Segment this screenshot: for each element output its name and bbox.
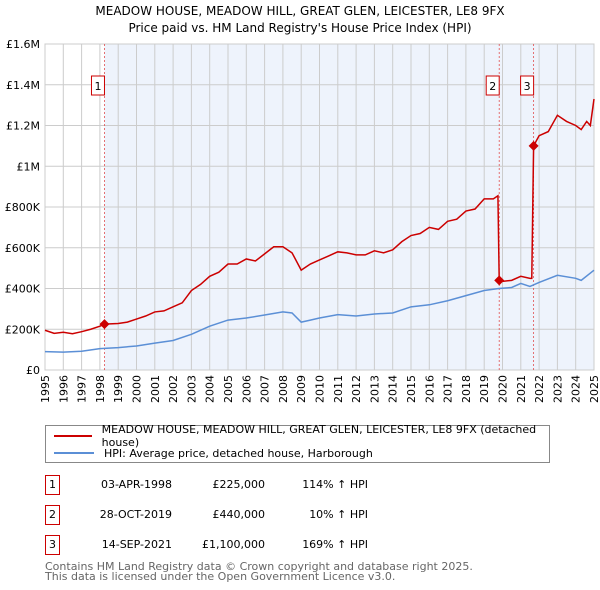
x-tick-label: 2009 [295,375,308,403]
x-tick-label: 2025 [588,375,600,403]
y-tick-label: £1.6M [6,38,40,51]
sale-row: 2 28-OCT-2019 £440,000 10% ↑ HPI [45,505,445,525]
x-tick-label: 1995 [39,375,52,403]
footer-copyright: Contains HM Land Registry data © Crown c… [45,560,473,573]
sale-marker-box [520,75,535,96]
x-tick-label: 2018 [460,375,473,403]
x-tick-label: 1999 [112,375,125,403]
sale-point [528,140,539,151]
x-tick-label: 2008 [277,375,290,403]
sale-number: 1 [45,475,60,495]
sale-price: £440,000 [212,508,266,521]
legend: MEADOW HOUSE, MEADOW HILL, GREAT GLEN, L… [45,423,550,463]
x-tick-label: 2024 [570,375,583,403]
sale-row: 1 03-APR-1998 £225,000 114% ↑ HPI [45,475,445,495]
sale-number: 2 [45,505,60,525]
sale-price: £1,100,000 [202,538,265,551]
y-tick-label: £600K [5,242,41,255]
x-tick-label: 1996 [57,375,70,403]
sale-price: £225,000 [212,478,266,491]
sale-marker-label: 1 [94,80,101,93]
y-tick-label: £200K [5,323,41,336]
x-tick-label: 2017 [442,375,455,403]
x-tick-label: 2019 [478,375,491,403]
x-tick-label: 1997 [76,375,89,403]
footer-licence: This data is licensed under the Open Gov… [45,570,396,583]
x-tick-label: 2016 [423,375,436,403]
sale-marker-box [90,75,105,96]
chart-title: MEADOW HOUSE, MEADOW HILL, GREAT GLEN, L… [95,4,505,18]
y-tick-label: £400K [5,283,41,296]
series-line-property [44,98,595,335]
x-tick-label: 2006 [240,375,253,403]
x-tick-label: 2021 [515,375,528,403]
sale-marker-box [485,75,500,96]
x-tick-label: 2014 [387,375,400,403]
x-tick-label: 2000 [131,375,144,403]
chart-subtitle: Price paid vs. HM Land Registry's House … [128,21,472,35]
x-tick-label: 2012 [350,375,363,403]
x-tick-label: 2007 [259,375,272,403]
y-tick-label: £800K [5,201,41,214]
sale-hpi-change: 10% ↑ HPI [309,508,368,521]
y-tick-label: £1.4M [6,79,40,92]
sale-point [494,275,505,286]
x-tick-label: 2013 [368,375,381,403]
x-tick-label: 2015 [405,375,418,403]
x-tick-label: 1998 [94,375,107,403]
legend-swatch-property [54,435,92,437]
y-tick-label: £1.2M [6,120,40,133]
y-tick-label: £1M [17,160,41,173]
sale-date: 28-OCT-2019 [99,508,172,521]
sale-date: 14-SEP-2021 [101,538,172,551]
x-tick-label: 2011 [332,375,345,403]
x-tick-label: 2005 [222,375,235,403]
x-tick-label: 2004 [204,375,217,403]
x-tick-label: 2020 [497,375,510,403]
x-tick-label: 2002 [167,375,180,403]
sale-hpi-change: 114% ↑ HPI [302,478,368,491]
x-tick-label: 2023 [551,375,564,403]
sale-marker-label: 2 [489,80,496,93]
series-line-hpi [44,269,595,353]
x-tick-label: 2001 [149,375,162,403]
legend-swatch-hpi [54,452,94,454]
y-tick-label: £0 [26,364,40,377]
sale-number: 3 [45,535,60,555]
plot-border [44,43,595,371]
sale-row: 3 14-SEP-2021 £1,100,000 169% ↑ HPI [45,535,445,555]
plot-area: 1995 1996 1997 1998 1999 2000 2001 2002 2003 2004… [5,38,600,403]
sale-date: 03-APR-1998 [100,478,172,491]
x-tick-label: 2022 [533,375,546,403]
legend-label-property: MEADOW HOUSE, MEADOW HILL, GREAT GLEN, L… [101,423,537,449]
x-tick-label: 2010 [314,375,327,403]
x-tick-label: 2003 [185,375,198,403]
sale-marker-label: 3 [524,80,531,93]
legend-label-hpi: HPI: Average price, detached house, Harb… [104,446,373,460]
sale-point [99,319,110,330]
sale-hpi-change: 169% ↑ HPI [302,538,368,551]
